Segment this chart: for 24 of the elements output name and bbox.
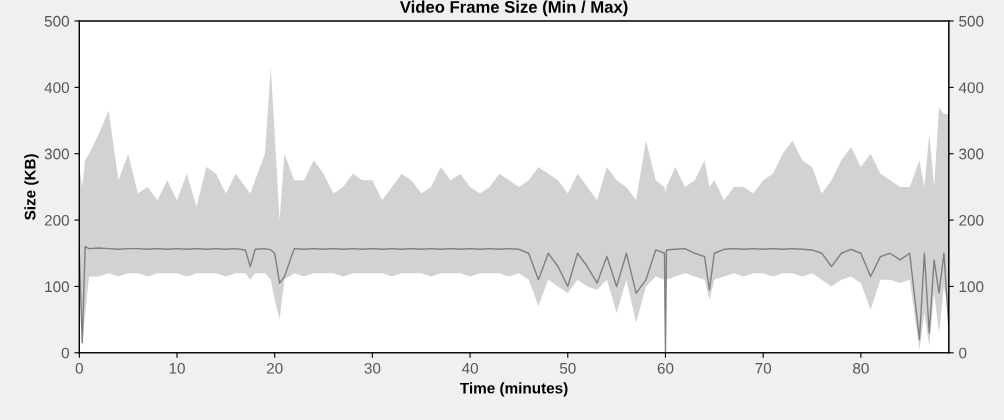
y2-tick-label: 300 bbox=[959, 148, 984, 160]
x-tick-label: 40 bbox=[461, 362, 478, 374]
x-tick-label: 50 bbox=[559, 362, 576, 374]
chart-title: Video Frame Size (Min / Max) bbox=[399, 0, 628, 17]
y-tick-label: 100 bbox=[45, 281, 69, 293]
y2-tick-label: 400 bbox=[958, 82, 984, 94]
x-tick-label: 20 bbox=[266, 362, 283, 374]
y-tick-label: 0 bbox=[61, 347, 69, 359]
x-tick-label: 10 bbox=[169, 362, 185, 374]
x-tick-label: 30 bbox=[364, 362, 381, 374]
y2-tick-label: 0 bbox=[959, 347, 967, 359]
x-tick-label: 70 bbox=[755, 362, 772, 374]
x-tick-label: 0 bbox=[75, 362, 83, 374]
y2-tick-label: 100 bbox=[959, 281, 984, 293]
y-tick-label: 300 bbox=[44, 148, 69, 160]
x-tick-label: 60 bbox=[657, 362, 674, 374]
y2-tick-label: 200 bbox=[959, 214, 984, 226]
y-axis-title: Size (KB) bbox=[24, 154, 39, 220]
x-tick-label: 80 bbox=[853, 362, 869, 374]
y-tick-label: 200 bbox=[44, 214, 69, 226]
y2-tick-label: 500 bbox=[959, 15, 984, 27]
y-tick-label: 400 bbox=[44, 82, 69, 94]
x-axis-title: Time (minutes) bbox=[460, 382, 568, 397]
y-tick-label: 500 bbox=[44, 15, 69, 27]
